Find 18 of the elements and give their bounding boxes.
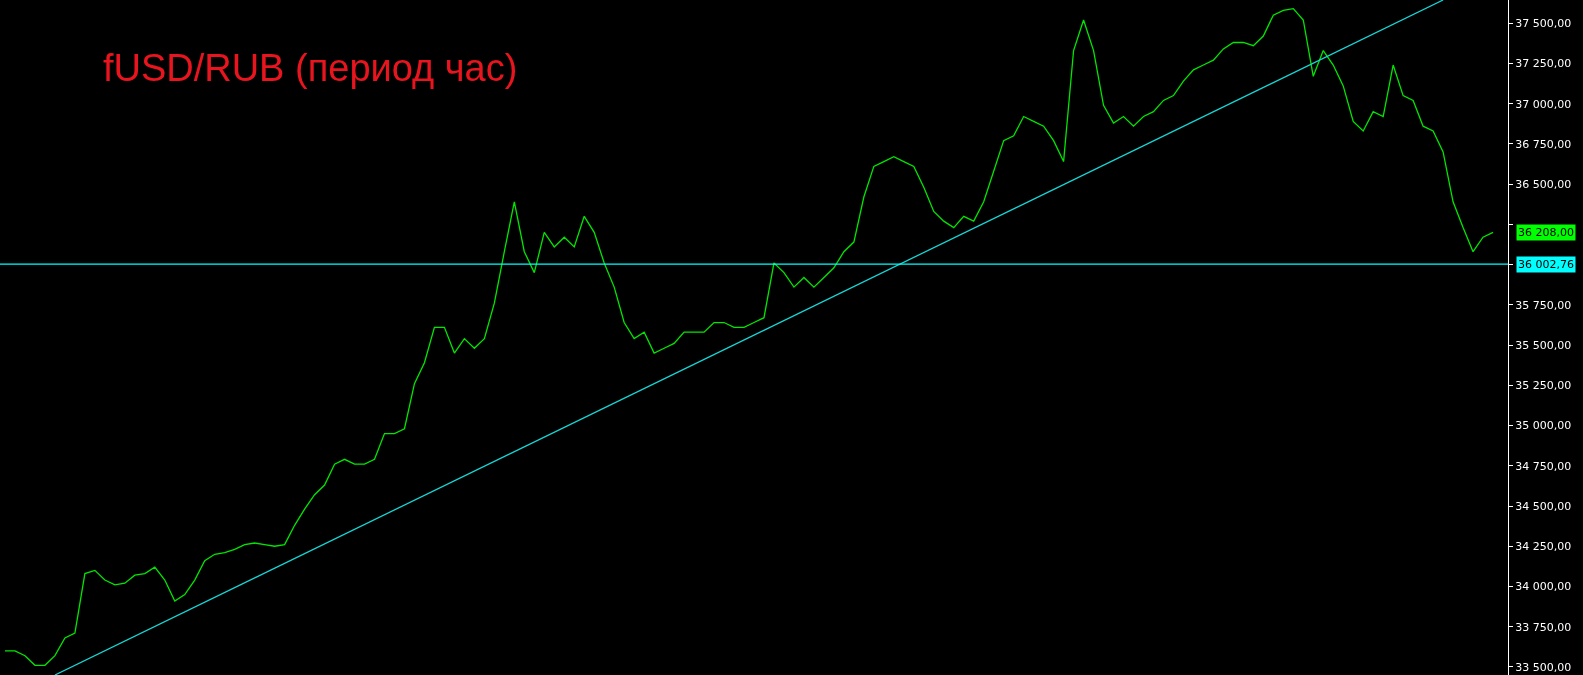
y-tick-label: 35 250,00 (1515, 379, 1572, 393)
y-tick-label: 37 000,00 (1515, 97, 1572, 111)
ref-line-label: 36 002,76 (1518, 258, 1574, 271)
y-tick-label: 35 750,00 (1515, 298, 1572, 312)
y-tick-label: 34 000,00 (1515, 580, 1572, 594)
y-tick-label: 34 250,00 (1515, 540, 1572, 554)
text: fUSD/RUB (период час) (102, 46, 518, 89)
y-tick-label: 35 000,00 (1515, 419, 1572, 433)
y-tick-label: 34 750,00 (1515, 459, 1572, 473)
y-tick-label: 33 500,00 (1515, 660, 1572, 674)
y-tick-label: 33 750,00 (1515, 620, 1572, 634)
y-tick-label: 37 500,00 (1515, 17, 1572, 31)
y-tick-label: 36 750,00 (1515, 137, 1572, 151)
y-tick-label: 35 500,00 (1515, 338, 1572, 352)
text: 36 208,00 (1518, 226, 1574, 239)
y-tick-label: 36 500,00 (1515, 177, 1572, 191)
y-tick-label: 34 500,00 (1515, 499, 1572, 513)
y-tick-label: 37 250,00 (1515, 57, 1572, 71)
